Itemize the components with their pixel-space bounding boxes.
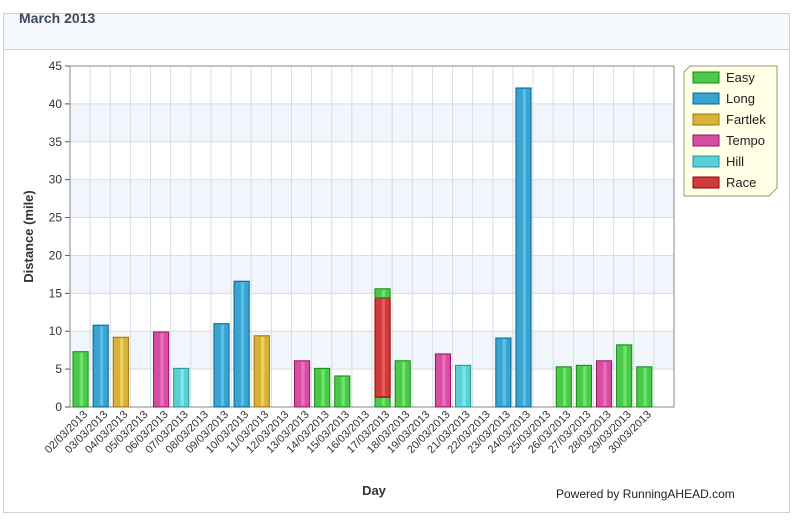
legend-label-tempo: Tempo [726, 133, 765, 148]
panel-title: March 2013 [19, 10, 96, 26]
y-tick-label: 5 [55, 362, 62, 376]
legend-label-easy: Easy [726, 70, 755, 85]
y-tick-label: 40 [49, 97, 63, 111]
bar-highlight [502, 339, 506, 406]
bar-highlight [381, 298, 386, 397]
y-tick-label: 0 [55, 400, 62, 414]
bar-highlight [401, 361, 406, 406]
legend-label-long: Long [726, 91, 755, 106]
legend-swatch-easy [692, 71, 720, 84]
bar-highlight [301, 361, 305, 406]
bar-highlight [603, 361, 607, 406]
bar-highlight [381, 398, 386, 406]
legend-swatch-hill [692, 155, 720, 168]
legend-swatch-race [692, 176, 720, 189]
legend-swatch-fartlek [692, 113, 720, 126]
powered-by-credit: Powered by RunningAHEAD.com [556, 487, 735, 501]
bar-highlight [462, 366, 466, 406]
bar-highlight [220, 324, 225, 406]
bar-highlight [321, 369, 325, 406]
bar-highlight [79, 352, 84, 406]
bar-highlight [442, 354, 446, 406]
bar-highlight [563, 367, 567, 406]
bar-highlight [160, 332, 164, 406]
y-tick-label: 10 [49, 324, 63, 338]
x-axis-title: Day [362, 483, 387, 498]
bar-highlight [261, 336, 265, 406]
bar-highlight [623, 345, 627, 406]
bar-highlight [240, 282, 245, 406]
legend-swatch-long [692, 92, 720, 105]
y-tick-label: 30 [49, 173, 63, 187]
bar-highlight [341, 376, 345, 406]
y-tick-label: 45 [49, 59, 63, 73]
legend-label-hill: Hill [726, 154, 744, 169]
plot-frame [69, 65, 675, 408]
legend-label-fartlek: Fartlek [726, 112, 766, 127]
bar-highlight [180, 369, 184, 406]
legend-swatch-tempo [692, 134, 720, 147]
y-tick-label: 20 [49, 248, 63, 262]
bar-highlight [643, 367, 647, 406]
legend-label-race: Race [726, 175, 756, 190]
bar-highlight [583, 366, 587, 406]
y-tick-label: 25 [49, 211, 63, 225]
y-axis-title: Distance (mile) [21, 190, 36, 282]
panel-header [4, 14, 789, 50]
bar-highlight [381, 289, 386, 297]
bar-highlight [522, 88, 527, 406]
y-tick-label: 35 [49, 135, 63, 149]
bar-highlight [120, 338, 124, 406]
bar-highlight [99, 326, 104, 406]
y-tick-label: 15 [49, 286, 63, 300]
